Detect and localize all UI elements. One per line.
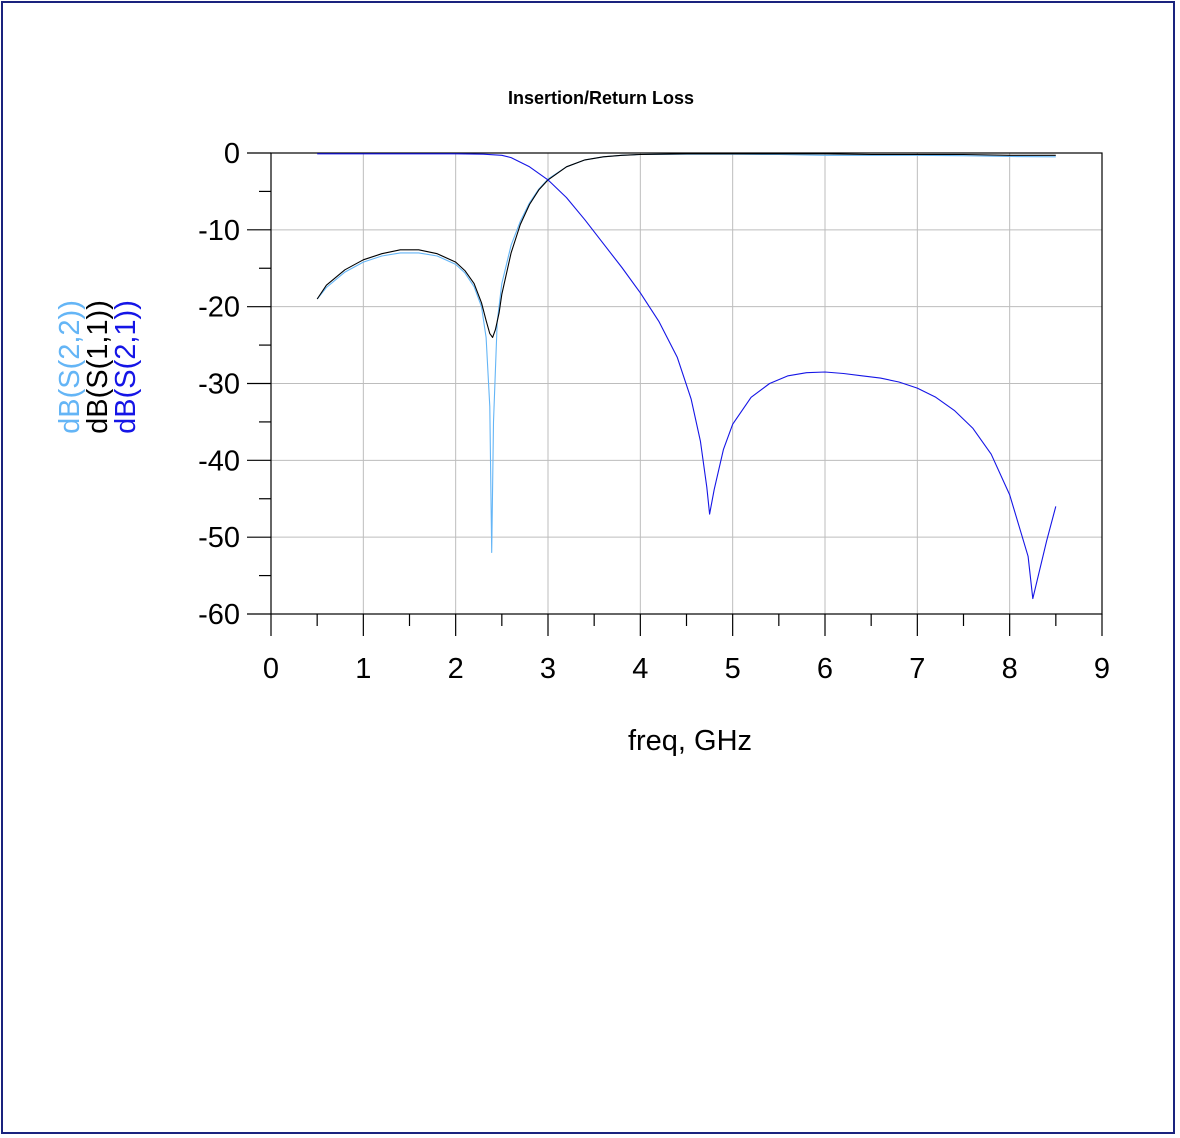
series-lines [316,153,1057,600]
x-tick-label: 1 [355,653,371,685]
y-tick-label: -10 [198,215,240,247]
y-axis-series-label: dB(S(2,2)) [54,300,86,434]
x-tick-label: 6 [817,653,833,685]
x-tick-label: 0 [263,653,279,685]
y-tick-label: -60 [198,599,240,631]
y-tick-label: -20 [198,292,240,324]
y-tick-labels: 0 -10 -20 -30 -40 -50 -60 [198,138,240,631]
y-tick-label: -50 [198,522,240,554]
y-tick-label: 0 [224,138,240,170]
series-line [316,153,1056,554]
y-axis-series-label: dB(S(1,1)) [82,300,114,434]
y-axis-labels: dB(S(2,2))dB(S(1,1))dB(S(2,1)) [54,300,142,434]
x-tick-label: 5 [725,653,741,685]
y-tick-label: -30 [198,369,240,401]
grid-lines [271,153,1102,614]
x-tick-label: 7 [909,653,925,685]
series-line [316,153,1056,338]
x-tick-label: 9 [1094,653,1110,685]
y-axis-series-label: dB(S(2,1)) [110,300,142,434]
chart-title: Insertion/Return Loss [508,88,694,108]
x-tick-label: 4 [632,653,648,685]
series-line [317,153,1057,600]
x-tick-labels: 0 1 2 3 4 5 6 7 8 9 [263,653,1110,685]
y-tick-label: -40 [198,445,240,477]
x-tick-label: 3 [540,653,556,685]
x-axis-label: freq, GHz [628,725,752,757]
axis-ticks [247,152,1103,636]
x-tick-label: 2 [448,653,464,685]
x-tick-label: 8 [1002,653,1018,685]
